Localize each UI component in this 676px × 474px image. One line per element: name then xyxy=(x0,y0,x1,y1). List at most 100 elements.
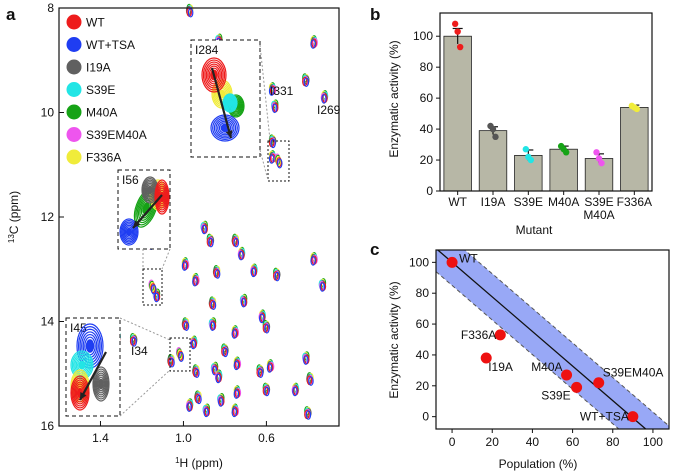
contour-ring xyxy=(155,181,169,213)
nmr-peak xyxy=(310,251,318,266)
data-point xyxy=(446,256,458,268)
legend-item: WT xyxy=(66,14,105,30)
contour-ring xyxy=(146,184,154,196)
replicate-point xyxy=(456,43,464,51)
contour-ring xyxy=(145,182,155,198)
nmr-peak xyxy=(202,403,211,418)
peak-contour xyxy=(233,389,240,399)
x-axis-label: Mutant xyxy=(516,223,553,237)
replicate-point xyxy=(451,20,459,28)
nmr-peak xyxy=(256,364,264,378)
legend-label: WT+TSA xyxy=(86,38,135,52)
y-tick-label: 0 xyxy=(426,184,433,198)
nmr-peak xyxy=(233,385,242,399)
replicate-point xyxy=(489,125,497,133)
peak-contour xyxy=(319,282,326,292)
peak-contour xyxy=(305,410,312,420)
zoom-source-box xyxy=(267,140,290,182)
residue-label: I34 xyxy=(131,344,148,358)
nmr-peak xyxy=(206,233,215,248)
inset-residue-label: I56 xyxy=(122,173,139,187)
inset-residue-label: I284 xyxy=(195,43,219,57)
peak-contour xyxy=(190,339,197,350)
shift-arrow xyxy=(132,194,163,229)
peak-contour xyxy=(238,250,244,261)
peak-contour xyxy=(240,297,247,308)
peak-contour xyxy=(183,321,190,331)
nmr-peak xyxy=(212,265,221,279)
nmr-peak xyxy=(231,403,240,418)
point-label: F336A xyxy=(461,328,496,342)
data-point xyxy=(627,411,639,423)
contour-blob xyxy=(222,93,238,113)
contour-ring xyxy=(92,366,110,402)
contour-ring xyxy=(154,179,170,215)
point-label: WT xyxy=(459,251,478,265)
peak-contour xyxy=(233,237,240,248)
peak-contour xyxy=(196,394,202,405)
contour-ring xyxy=(208,67,220,83)
point-label: S39E xyxy=(541,388,570,402)
replicate-point xyxy=(454,28,461,35)
band-lower-edge xyxy=(436,271,620,429)
residue-label: I331 xyxy=(270,84,294,98)
y-axis-label: Enzymatic activity (%) xyxy=(387,40,401,157)
data-point xyxy=(593,377,605,389)
category-label: M40A xyxy=(548,195,579,209)
contour-ring xyxy=(218,122,232,134)
nmr-peak xyxy=(148,279,157,295)
peak-contour xyxy=(233,360,240,371)
contour-ring xyxy=(95,372,107,396)
y-tick-label: 12 xyxy=(41,210,55,224)
legend-swatch xyxy=(66,59,82,75)
peak-contour xyxy=(292,386,298,397)
category-label: S39E xyxy=(584,195,613,209)
contour-ring xyxy=(71,352,93,378)
nmr-peak xyxy=(304,406,312,420)
peak-contour xyxy=(231,329,238,339)
peak-contour xyxy=(177,349,183,360)
nmr-peak xyxy=(266,359,275,373)
category-label: I19A xyxy=(481,195,506,209)
peak-contour xyxy=(303,355,309,365)
contour-ring xyxy=(204,61,224,89)
x-tick-label: 20 xyxy=(486,435,500,449)
y-tick-label: 16 xyxy=(41,419,55,433)
legend-label: F336A xyxy=(86,151,121,165)
peak-contour xyxy=(218,397,224,407)
y-tick-label: 14 xyxy=(41,315,55,329)
replicate-point xyxy=(562,149,570,156)
x-tick-label: 40 xyxy=(526,435,540,449)
peak-contour xyxy=(270,138,276,149)
data-point xyxy=(480,352,492,364)
legend-item: S39E xyxy=(66,82,115,97)
peak-contour xyxy=(310,39,316,49)
nmr-peak xyxy=(175,347,185,362)
contour-ring xyxy=(147,185,153,195)
nmr-peak xyxy=(270,99,279,114)
x-tick-label: 60 xyxy=(566,435,580,449)
contour-ring xyxy=(207,65,221,85)
peak-contour xyxy=(271,103,278,114)
category-label: F336A xyxy=(617,195,652,209)
peak-contour xyxy=(150,284,157,295)
y-tick-label: 40 xyxy=(416,348,430,362)
y-tick-label: 8 xyxy=(47,1,54,15)
contour-ring xyxy=(122,223,136,241)
y-tick-label: 100 xyxy=(409,255,429,269)
nmr-peak xyxy=(129,332,138,347)
contour-ring xyxy=(71,377,89,409)
contour-ring xyxy=(227,99,233,107)
y-tick-label: 20 xyxy=(416,379,430,393)
y-tick-label: 100 xyxy=(413,29,433,43)
legend-item: I19A xyxy=(66,59,111,75)
data-point xyxy=(561,369,573,381)
peak-contour xyxy=(308,376,314,386)
nmr-peak xyxy=(185,3,194,18)
legend-swatch xyxy=(66,149,82,165)
peak-contour xyxy=(177,350,184,361)
legend-swatch xyxy=(66,37,82,52)
nmr-peak xyxy=(200,220,208,235)
